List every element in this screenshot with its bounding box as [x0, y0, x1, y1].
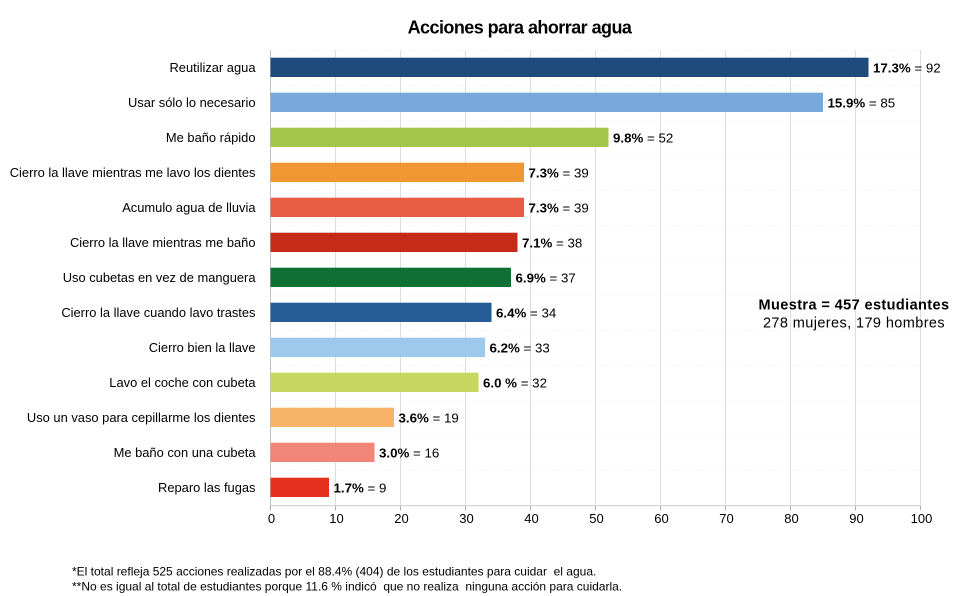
svg-text:40: 40: [524, 511, 538, 526]
svg-text:Uso cubetas en vez de manguera: Uso cubetas en vez de manguera: [63, 270, 257, 285]
svg-text:70: 70: [719, 511, 733, 526]
svg-text:*El total refleja 525 acciones: *El total refleja 525 acciones realizada…: [72, 564, 596, 578]
svg-text:278 mujeres, 179 hombres: 278 mujeres, 179 hombres: [763, 316, 945, 332]
svg-text:10: 10: [329, 511, 343, 526]
svg-text:7.1% = 38: 7.1% = 38: [522, 236, 582, 251]
svg-text:0: 0: [268, 511, 275, 526]
svg-text:Lavo el coche con cubeta: Lavo el coche con cubeta: [109, 375, 256, 390]
svg-text:Reutilizar agua: Reutilizar agua: [170, 60, 257, 75]
svg-text:Reparo las fugas: Reparo las fugas: [158, 480, 255, 495]
svg-text:17.3% = 92: 17.3% = 92: [873, 61, 941, 76]
svg-text:Cierro la llave mientras me ba: Cierro la llave mientras me baño: [70, 235, 256, 250]
svg-text:1.7% = 9: 1.7% = 9: [334, 481, 387, 496]
svg-text:9.8% = 52: 9.8% = 52: [613, 131, 673, 146]
svg-text:90: 90: [849, 511, 863, 526]
svg-text:6.2% = 33: 6.2% = 33: [490, 341, 550, 356]
svg-text:7.3% = 39: 7.3% = 39: [529, 166, 589, 181]
svg-text:Acumulo agua de lluvia: Acumulo agua de lluvia: [122, 200, 256, 215]
svg-text:Acciones para ahorrar agua: Acciones para ahorrar agua: [408, 18, 633, 38]
svg-text:Usar sólo lo necesario: Usar sólo lo necesario: [128, 95, 256, 110]
svg-text:Cierro la llave mientras me la: Cierro la llave mientras me lavo los die…: [10, 165, 256, 180]
svg-text:Muestra = 457 estudiantes: Muestra = 457 estudiantes: [759, 298, 950, 314]
svg-text:20: 20: [394, 511, 408, 526]
svg-text:15.9% = 85: 15.9% = 85: [828, 96, 896, 111]
svg-text:6.4% = 34: 6.4% = 34: [496, 306, 556, 321]
svg-text:3.6% = 19: 3.6% = 19: [399, 411, 459, 426]
svg-text:**No es igual al total de estu: **No es igual al total de estudiantes po…: [72, 579, 622, 593]
svg-text:80: 80: [784, 511, 798, 526]
svg-text:Cierro bien la llave: Cierro bien la llave: [149, 340, 256, 355]
svg-text:6.0 % = 32: 6.0 % = 32: [483, 376, 547, 391]
svg-text:Me baño con una cubeta: Me baño con una cubeta: [114, 445, 257, 460]
svg-text:6.9% = 37: 6.9% = 37: [516, 271, 576, 286]
svg-text:7.3% = 39: 7.3% = 39: [529, 201, 589, 216]
svg-text:30: 30: [459, 511, 473, 526]
svg-text:50: 50: [589, 511, 603, 526]
svg-text:Cierro la llave cuando lavo tr: Cierro la llave cuando lavo trastes: [61, 305, 255, 320]
svg-text:60: 60: [654, 511, 668, 526]
svg-text:Uso un vaso para cepillarme lo: Uso un vaso para cepillarme los dientes: [27, 410, 256, 425]
svg-text:100: 100: [911, 511, 933, 526]
svg-text:Me baño rápido: Me baño rápido: [166, 130, 256, 145]
svg-text:3.0% = 16: 3.0% = 16: [379, 446, 439, 461]
